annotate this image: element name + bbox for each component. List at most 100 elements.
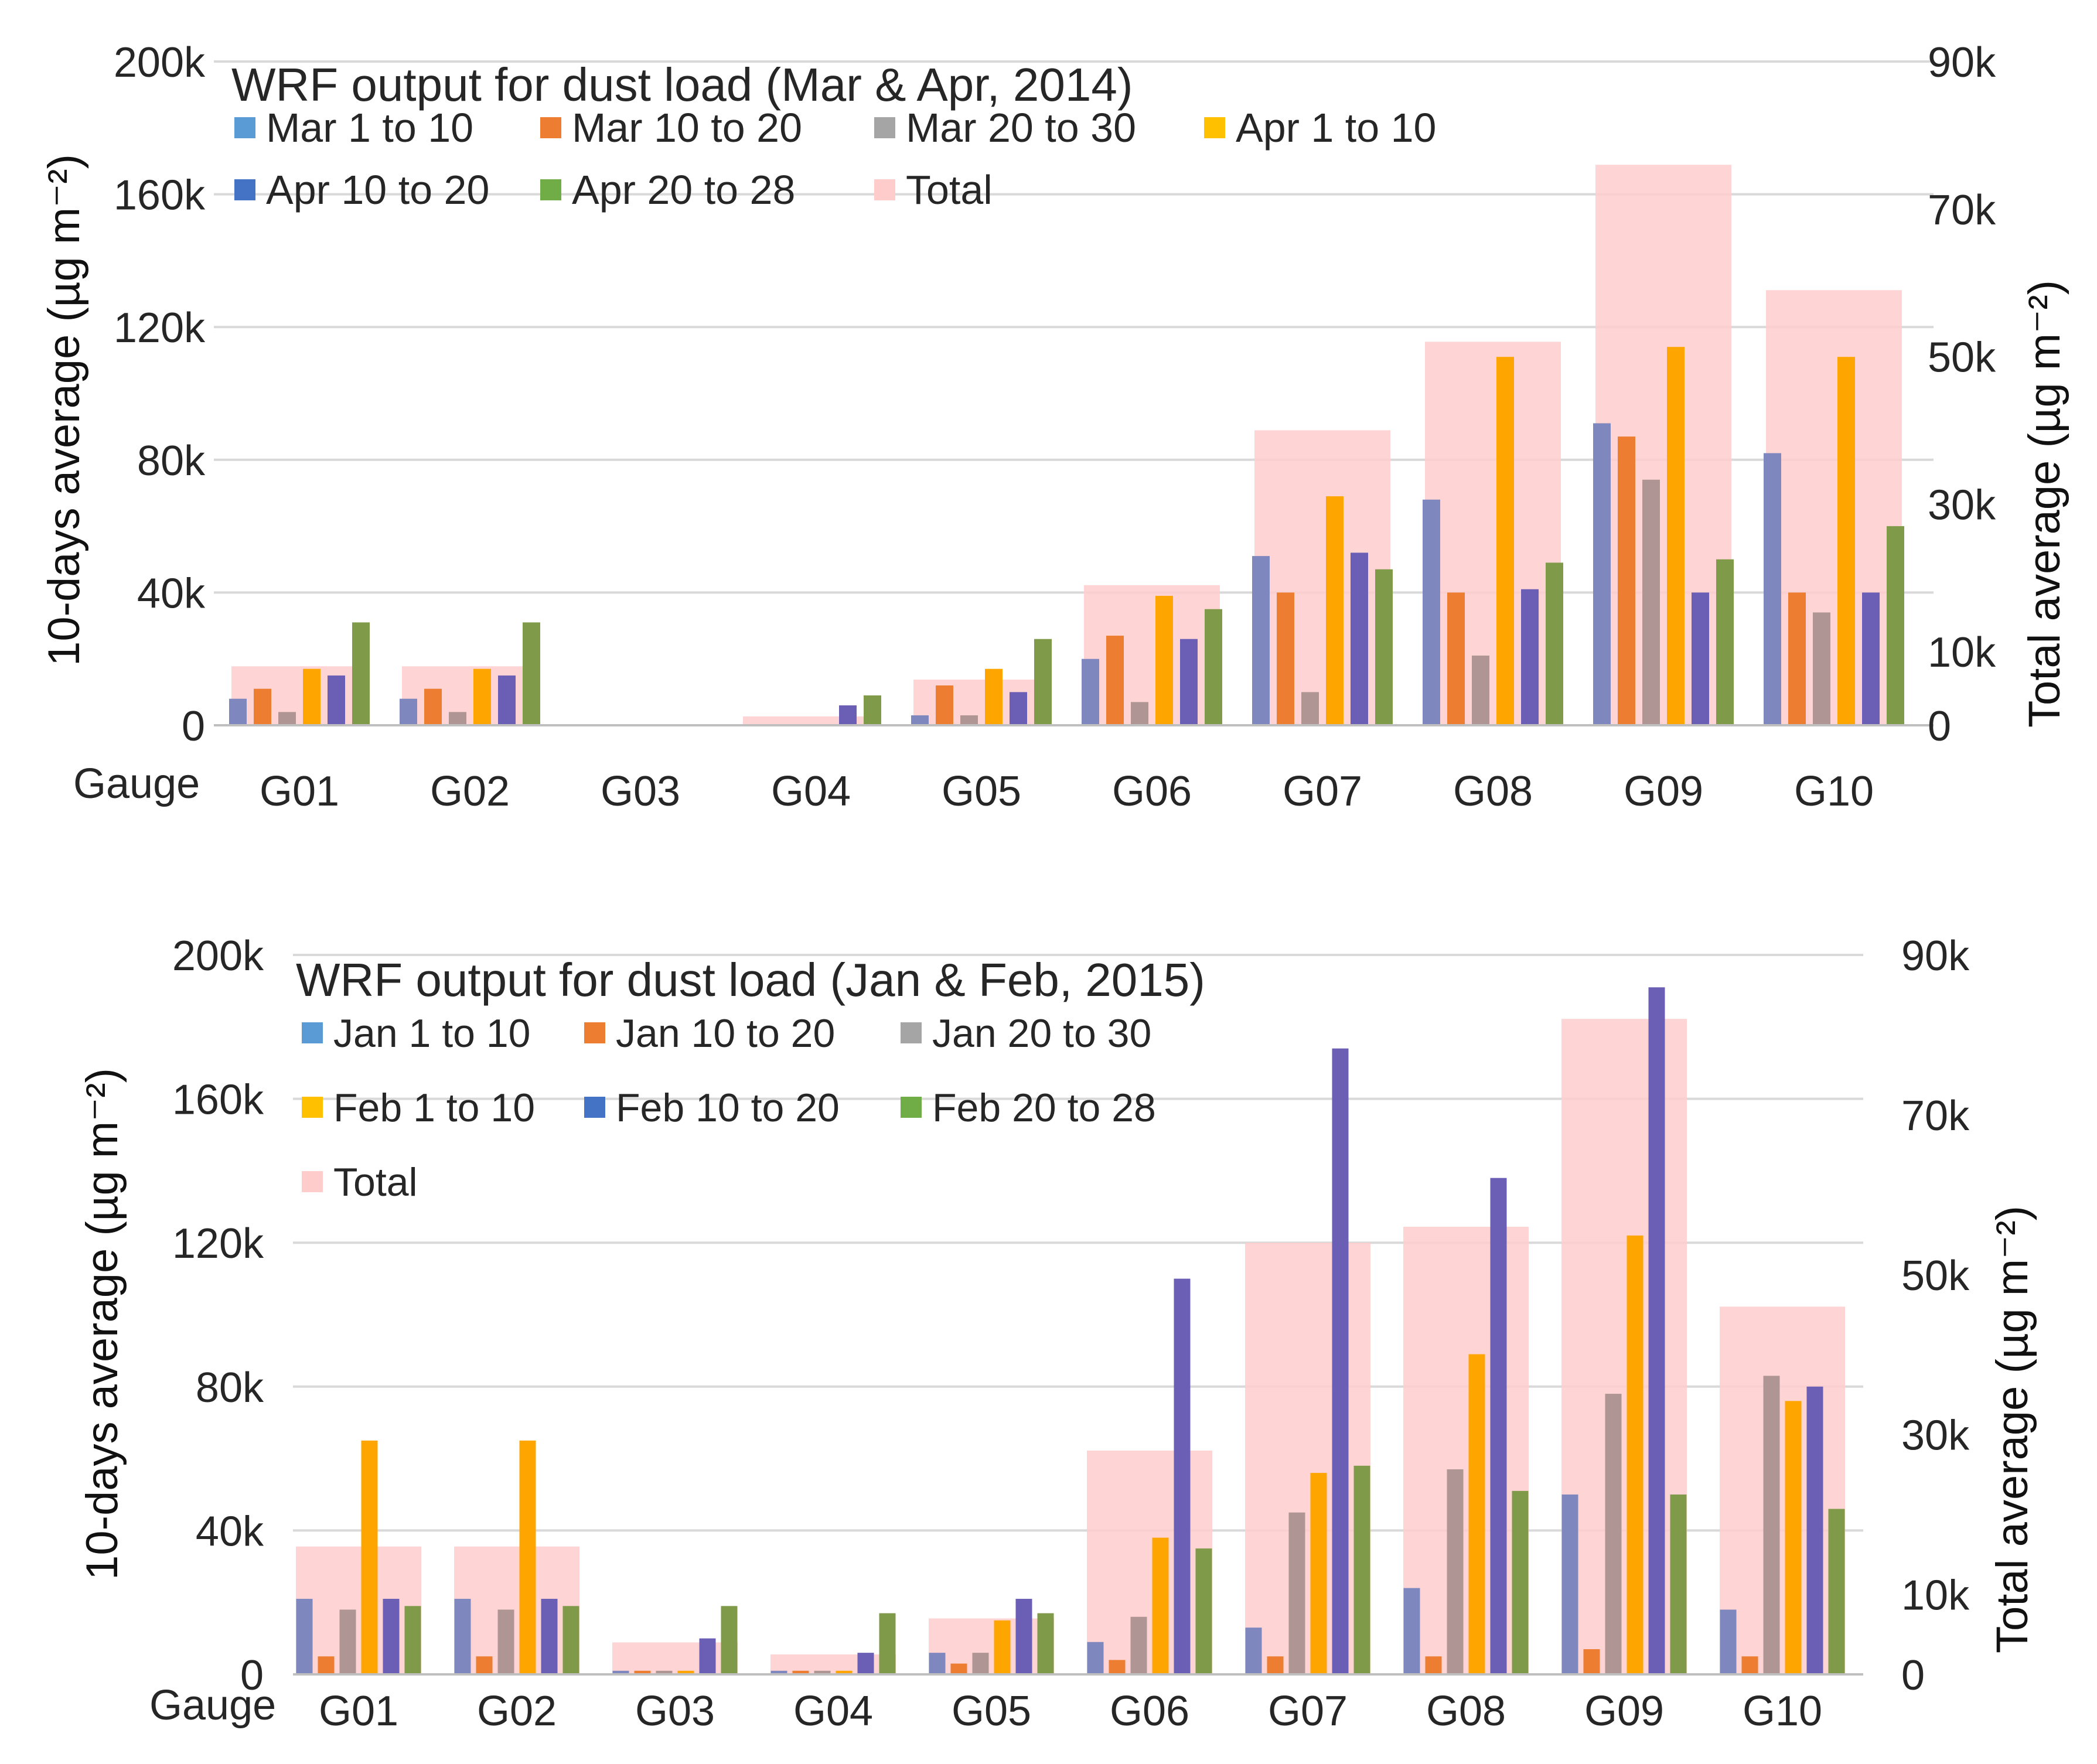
chart-1-left-tick-labels: 0 40k 80k 120k 160k 200k <box>114 39 206 750</box>
chart-1-legend: Mar 1 to 10 Mar 10 to 20 Mar 20 to 30 Apr 1… <box>234 105 1436 213</box>
total-bar <box>1403 1226 1529 1674</box>
category-label: G03 <box>601 768 680 815</box>
legend-item: Apr 10 to 20 <box>234 167 489 213</box>
series-bar <box>677 1670 694 1674</box>
series-bar <box>229 698 247 725</box>
series-bar <box>839 705 857 725</box>
series-bar <box>699 1638 716 1674</box>
series-bar <box>972 1653 989 1674</box>
series-bar <box>473 668 491 725</box>
series-bar <box>296 1599 313 1674</box>
chart-2-xlabel: Gauge <box>149 1682 276 1729</box>
legend-label: Feb 20 to 28 <box>932 1086 1156 1130</box>
chart-2-y2label: Total average (µg m⁻²) <box>1987 1206 2037 1653</box>
series-bar <box>424 688 442 725</box>
series-bar <box>328 675 345 725</box>
chart-2: 0 40k 80k 120k 160k 200k 0 10k 30k 50k 70k 90k G01… <box>77 933 2037 1735</box>
chart-1: 0 40k 80k 120k 160k 200k 0 10k 30k 50k 70k 90k G01… <box>39 39 2069 815</box>
series-bar <box>1195 1548 1212 1674</box>
series-bar <box>1627 1235 1643 1674</box>
series-bar <box>318 1656 335 1674</box>
series-bar <box>1561 1495 1578 1674</box>
y-tick-label: 40k <box>137 570 206 617</box>
total-bar <box>402 666 538 725</box>
y2-tick-label: 10k <box>1928 629 1996 676</box>
series-bar <box>303 668 320 725</box>
legend-label: Total <box>333 1160 418 1205</box>
series-bar <box>1813 612 1830 725</box>
series-bar <box>864 695 881 725</box>
series-bar <box>879 1613 896 1674</box>
series-bar <box>1583 1649 1600 1674</box>
series-bar <box>1806 1386 1823 1674</box>
series-bar <box>1472 656 1489 725</box>
legend-item: Mar 1 to 10 <box>234 105 473 151</box>
series-bar <box>1131 702 1148 725</box>
y-tick-label: 80k <box>196 1364 264 1411</box>
series-bar <box>1130 1616 1147 1674</box>
series-bar <box>1267 1656 1284 1674</box>
series-bar <box>792 1670 809 1674</box>
series-bar <box>814 1670 831 1674</box>
series-bar <box>404 1606 421 1674</box>
total-bar <box>231 666 367 725</box>
series-bar <box>1010 692 1027 725</box>
y2-tick-label: 90k <box>1928 39 1996 86</box>
legend-swatch <box>584 1022 605 1043</box>
series-bar <box>1546 562 1563 725</box>
legend-item: Total <box>302 1160 418 1205</box>
legend-label: Mar 1 to 10 <box>266 105 473 151</box>
series-bar <box>1301 692 1319 725</box>
series-bar <box>1593 423 1611 725</box>
series-bar <box>454 1599 471 1674</box>
legend-label: Apr 20 to 28 <box>572 167 795 213</box>
chart-2-total-bars <box>296 1019 1845 1674</box>
legend-swatch <box>1204 117 1225 138</box>
series-bar <box>1887 526 1904 725</box>
category-label: G03 <box>635 1688 715 1735</box>
total-bar <box>1254 430 1390 725</box>
total-bar <box>1084 585 1220 725</box>
y2-tick-label: 30k <box>1928 482 1996 528</box>
series-bar <box>1788 592 1806 725</box>
legend-swatch <box>302 1097 323 1118</box>
series-bar <box>1670 1495 1687 1674</box>
series-bar <box>562 1606 579 1674</box>
legend-swatch <box>584 1097 605 1118</box>
series-bar <box>1152 1537 1169 1674</box>
legend-label: Jan 10 to 20 <box>616 1011 835 1056</box>
total-bar <box>1720 1306 1845 1674</box>
series-bar <box>1837 357 1855 725</box>
total-bar <box>1561 1019 1687 1674</box>
chart-1-category-labels: G01 G02 G03 G04 G05 G06 G07 G08 G09 G10 <box>260 768 1874 815</box>
legend-item: Mar 20 to 30 <box>874 105 1136 151</box>
series-bar <box>960 715 978 725</box>
series-bar <box>1618 436 1635 725</box>
series-bar <box>1720 1609 1737 1674</box>
y-tick-label: 120k <box>172 1220 264 1267</box>
legend-swatch <box>540 117 561 138</box>
series-bar <box>1785 1401 1802 1674</box>
chart-1-right-tick-labels: 0 10k 30k 50k 70k 90k <box>1928 39 1996 750</box>
chart-2-ylabel: 10-days average (µg m⁻²) <box>77 1068 127 1580</box>
series-bar <box>1447 1469 1464 1674</box>
series-bar <box>1692 592 1709 725</box>
series-bar <box>634 1670 651 1674</box>
legend-swatch <box>234 117 255 138</box>
series-bar <box>476 1656 493 1674</box>
category-label: G01 <box>319 1688 398 1735</box>
legend-swatch <box>874 117 895 138</box>
series-bar <box>1109 1660 1126 1674</box>
series-bar <box>1648 987 1665 1674</box>
series-bar <box>361 1440 378 1674</box>
series-bar <box>1082 658 1099 725</box>
series-bar <box>1087 1642 1104 1674</box>
series-bar <box>1521 589 1539 725</box>
total-bar <box>929 1618 1054 1674</box>
y2-tick-label: 70k <box>1928 187 1996 234</box>
legend-item: Apr 1 to 10 <box>1204 105 1436 151</box>
category-label: G05 <box>952 1688 1031 1735</box>
legend-item: Apr 20 to 28 <box>540 167 795 213</box>
chart-1-title: WRF output for dust load (Mar & Apr, 201… <box>231 59 1133 111</box>
series-bar <box>1490 1178 1507 1674</box>
